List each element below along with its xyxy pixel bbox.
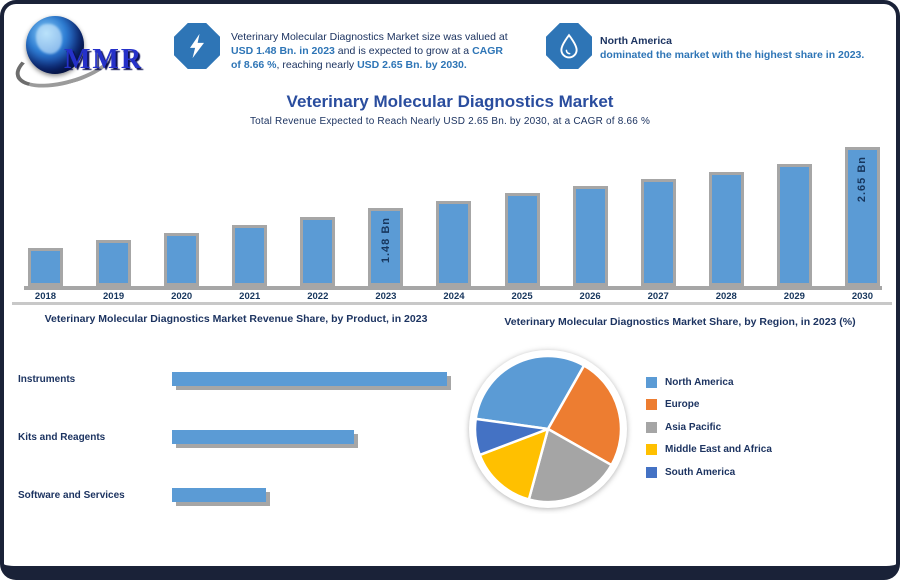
legend-color-swatch [646, 399, 657, 410]
legend-item: Asia Pacific [646, 421, 772, 433]
water-drop-icon [560, 33, 578, 59]
year-bar-2022 [300, 217, 336, 286]
region-highlight-line1: North America [600, 35, 672, 47]
product-row: Software and Services [18, 488, 458, 502]
year-axis-label: 2023 [375, 291, 397, 302]
annual-bar-chart: 1.48 Bn 2.65 Bn [28, 140, 880, 286]
legend-item: South America [646, 466, 772, 478]
mmr-logo: MMR [9, 10, 168, 98]
product-bar [172, 372, 447, 386]
year-bar-2024 [436, 201, 472, 286]
legend-color-swatch [646, 376, 657, 388]
chart-baseline [24, 286, 882, 290]
lightning-badge [174, 23, 220, 69]
year-axis-label: 2027 [647, 291, 669, 302]
logo-brand-text: MMR [64, 44, 144, 75]
year-axis-label: 2028 [715, 291, 737, 302]
pie-slice-south-america [473, 417, 550, 457]
water-drop-badge [546, 23, 592, 69]
year-axis-label: 2029 [783, 291, 805, 302]
year-axis-label: 2026 [579, 291, 601, 302]
year-axis-label: 2024 [443, 291, 465, 302]
product-row: Instruments [18, 372, 458, 386]
year-bar-2025 [504, 193, 540, 286]
region-pie-chart [463, 344, 633, 514]
product-bar-chart: Instruments Kits and Reagents Software and… [18, 372, 458, 546]
year-bar-2023: 1.48 Bn [368, 208, 404, 286]
summary-part-highlight: USD 2.65 Bn. by 2030. [357, 59, 467, 72]
year-axis-label: 2021 [239, 291, 261, 302]
page-subtitle: Total Revenue Expected to Reach Nearly U… [249, 116, 651, 127]
globe-icon [26, 16, 84, 74]
region-highlight-text: North America dominated the market with … [600, 34, 876, 62]
year-axis-label: 2022 [307, 291, 329, 302]
year-bar-2030: 2.65 Bn [844, 147, 880, 286]
lightning-icon [190, 33, 204, 59]
summary-part-highlight: CAGR of 8.66 % [231, 45, 503, 72]
legend-label: North America [665, 376, 734, 388]
region-highlight-line2: dominated the market with the highest sh… [600, 49, 865, 62]
year-axis-label: 2018 [34, 291, 57, 302]
year-bar-2029 [776, 164, 812, 286]
page-title: Veterinary Molecular Diagnostics Market [286, 92, 614, 111]
summary-part: Veterinary Molecular Diagnostics Market … [231, 31, 508, 43]
bar-value-label: 1.48 Bn [379, 217, 392, 264]
year-axis-labels: 2018 2019 2020 2021 2022 2023 2024 2025 2026 2027… [28, 291, 880, 302]
legend-label: Europe [665, 399, 700, 410]
bar-value-label: 2.65 Bn [856, 156, 869, 203]
legend-color-swatch [646, 444, 657, 455]
region-chart-title: Veterinary Molecular Diagnostics Market … [504, 316, 856, 328]
product-label: Software and Services [18, 489, 125, 501]
product-chart-title: Veterinary Molecular Diagnostics Market … [44, 313, 428, 325]
product-label: Instruments [18, 373, 76, 385]
pie-slice-middle-east-and-africa [478, 427, 550, 501]
section-divider [12, 302, 892, 305]
summary-part: and is expected to grow at a [334, 45, 473, 58]
market-summary-text: Veterinary Molecular Diagnostics Market … [231, 30, 515, 72]
legend-color-swatch [646, 421, 657, 433]
summary-part: , reaching nearly [276, 59, 358, 72]
year-bar-2021 [232, 225, 268, 286]
legend-item: North America [646, 376, 772, 388]
legend-item: Middle East and Africa [646, 444, 772, 456]
legend-label: Asia Pacific [665, 421, 722, 433]
year-axis-label: 2025 [511, 291, 533, 302]
legend-label: Middle East and Africa [665, 444, 772, 455]
year-bar-2028 [708, 172, 744, 286]
legend-color-swatch [646, 466, 657, 478]
year-axis-label: 2019 [103, 291, 125, 302]
product-label: Kits and Reagents [18, 431, 106, 443]
pie-slice-europe [546, 364, 623, 467]
legend-label: South America [665, 466, 736, 478]
year-bar-2027 [640, 179, 676, 286]
year-axis-label: 2030 [851, 291, 873, 302]
product-bar [172, 488, 266, 502]
year-bar-2018 [28, 248, 63, 286]
region-legend: North America Europe Asia Pacific Middle Ea… [646, 376, 772, 489]
legend-item: Europe [646, 399, 772, 411]
year-bar-2019 [96, 240, 132, 286]
year-axis-label: 2020 [171, 291, 193, 302]
summary-part-highlight: USD 1.48 Bn. in 2023 [231, 45, 335, 58]
pie-slice-asia-pacific [527, 427, 613, 504]
year-bar-2026 [572, 186, 608, 286]
year-bar-2020 [164, 233, 200, 286]
product-row: Kits and Reagents [18, 430, 458, 444]
region-pie-svg [469, 350, 627, 508]
product-bar [172, 430, 354, 444]
